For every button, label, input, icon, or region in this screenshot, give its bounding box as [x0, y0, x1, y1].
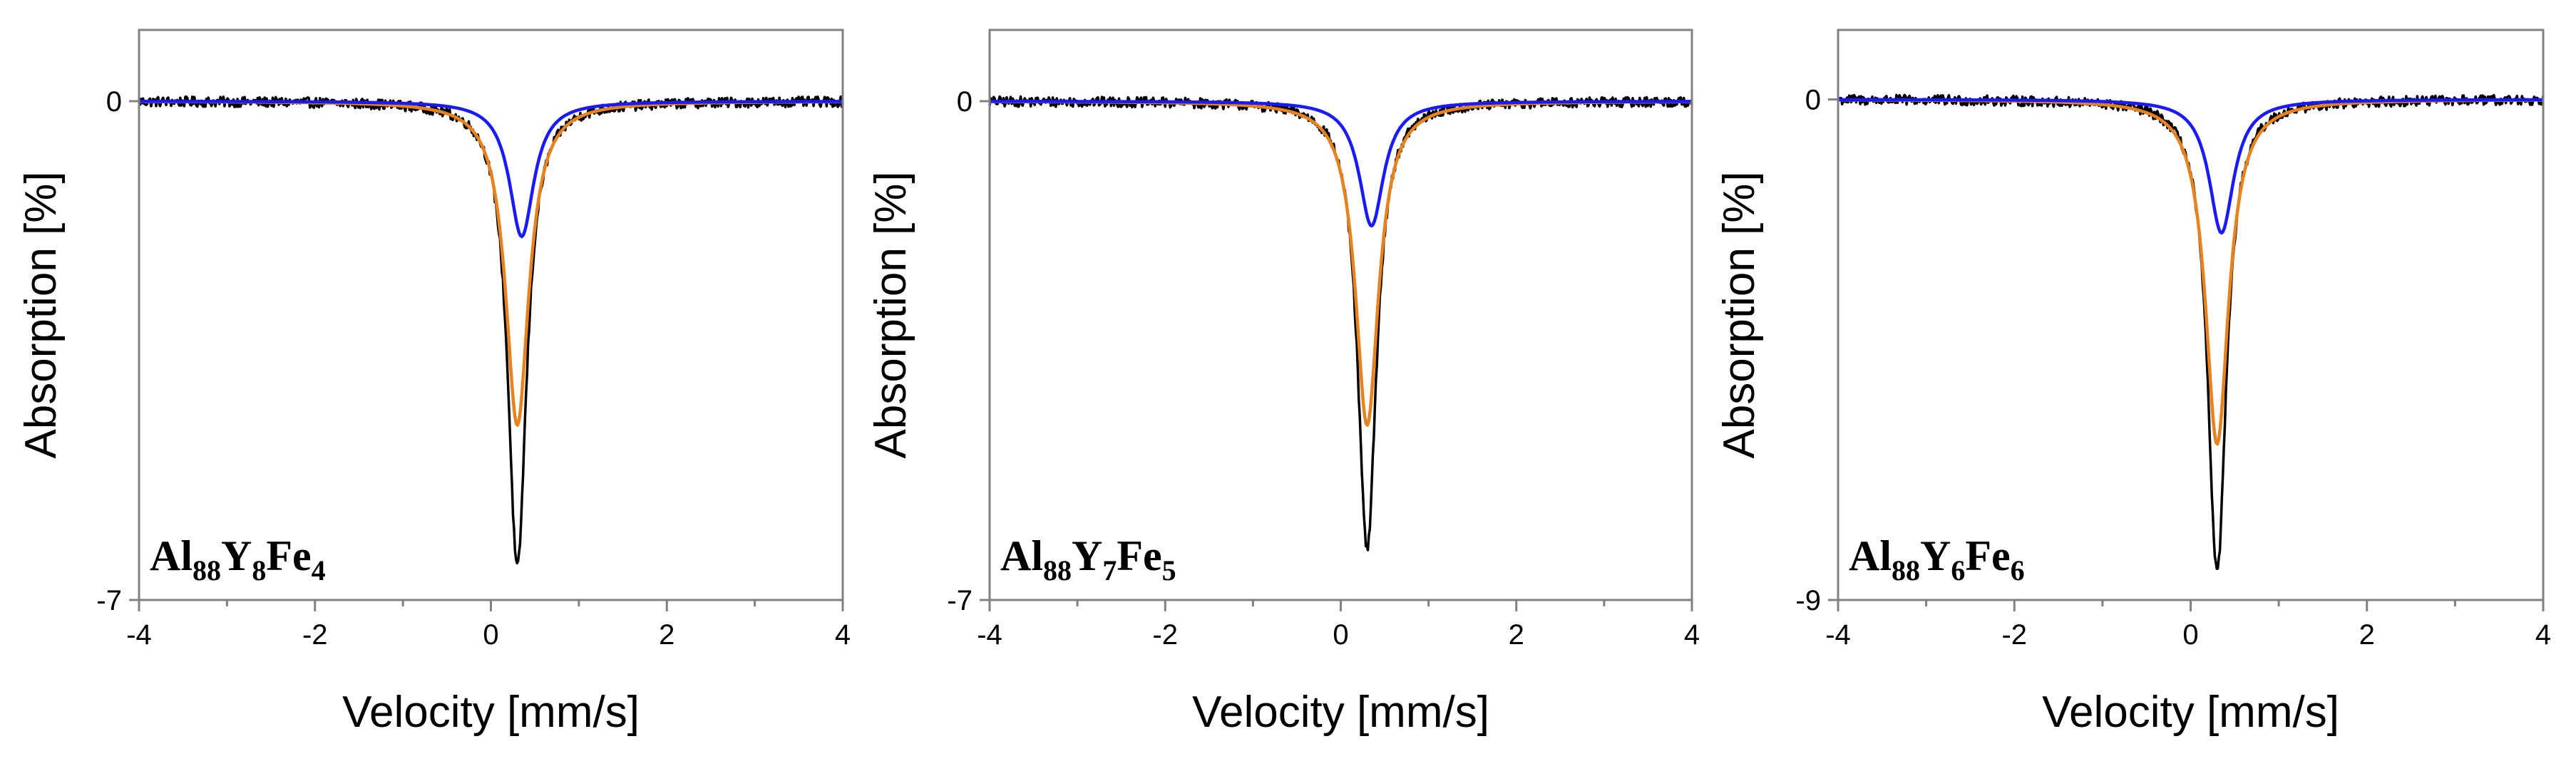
sample-label-subscript: 6: [1951, 554, 1965, 586]
x-axis-title: Velocity [mm/s]: [342, 688, 640, 737]
x-tick-label: -2: [1152, 619, 1178, 651]
x-tick-label: 4: [1684, 619, 1700, 651]
sample-label-subscript: 8: [252, 554, 266, 586]
sample-label-subscript: 88: [1043, 554, 1072, 586]
sample-label-element: Fe: [1965, 532, 2010, 579]
sample-label-element: Y: [1072, 532, 1102, 579]
chart-panel: -4 -2 0 2 4 0 -7 Velocity [mm/s] Absorption [%] A…: [866, 29, 1700, 737]
y-tick-label: -7: [947, 585, 973, 616]
series-fit-component-2: [1837, 98, 2544, 446]
x-tick-label: -4: [1825, 619, 1851, 651]
x-tick-label: 0: [1333, 619, 1348, 651]
x-tick-label: 2: [1509, 619, 1524, 651]
x-tick-label: -4: [977, 619, 1002, 651]
y-tick-label: 0: [106, 86, 122, 118]
sample-label-element: Y: [221, 532, 252, 579]
x-axis-title: Velocity [mm/s]: [2042, 688, 2339, 737]
sample-label-subscript: 6: [2011, 554, 2025, 586]
sample-label-element: Al: [1000, 532, 1043, 579]
y-tick-label: -9: [1795, 585, 1821, 616]
sample-label-subscript: 88: [1892, 554, 1920, 586]
x-tick-label: 0: [483, 619, 498, 651]
x-tick-label: -2: [2001, 619, 2027, 651]
x-tick-label: -4: [126, 619, 152, 651]
sample-label-subscript: 5: [1162, 554, 1176, 586]
x-tick-label: -2: [302, 619, 328, 651]
sample-label: Al88Y6Fe6: [1849, 532, 2025, 586]
sample-label-element: Al: [150, 532, 193, 579]
x-tick-label: 2: [659, 619, 674, 651]
series-fit-component-2: [989, 100, 1693, 427]
series-fit-component-2: [138, 100, 843, 427]
sample-label-element: Al: [1849, 532, 1892, 579]
y-tick-label: 0: [1805, 85, 1821, 116]
series-measured: [1837, 93, 2545, 571]
series-fit-component-1: [138, 100, 843, 239]
sample-label-subscript: 7: [1102, 554, 1117, 586]
x-tick-label: 0: [2182, 619, 2198, 651]
chart-panel: -4 -2 0 2 4 0 -9 Velocity [mm/s] Absorption [%] A…: [1715, 29, 2551, 737]
sample-label: Al88Y8Fe4: [150, 532, 326, 586]
x-axis-title: Velocity [mm/s]: [1192, 688, 1489, 737]
x-tick-label: 4: [835, 619, 851, 651]
sample-label: Al88Y7Fe5: [1000, 532, 1176, 586]
y-tick-label: 0: [957, 86, 973, 118]
sample-label-element: Fe: [1117, 532, 1161, 579]
y-axis-title: Absorption [%]: [866, 171, 915, 458]
sample-label-subscript: 4: [312, 554, 326, 586]
sample-label-element: Y: [1920, 532, 1951, 579]
x-tick-label: 2: [2359, 619, 2375, 651]
series-fit-component-1: [1837, 98, 2544, 235]
sample-label-element: Fe: [266, 532, 311, 579]
plot-frame: [1837, 29, 2545, 601]
y-axis-title: Absorption [%]: [16, 171, 66, 458]
y-axis-title: Absorption [%]: [1715, 171, 1764, 458]
series-fit-component-1: [989, 100, 1693, 228]
x-tick-label: 4: [2535, 619, 2551, 651]
series-measured: [988, 95, 1693, 552]
sample-label-subscript: 88: [193, 554, 221, 586]
y-tick-label: -7: [96, 585, 122, 616]
plot-frame: [988, 29, 1693, 601]
plot-frame: [138, 29, 844, 601]
chart-panel: -4 -2 0 2 4 0 -7 Velocity [mm/s] Absorption [%] A…: [16, 29, 851, 737]
